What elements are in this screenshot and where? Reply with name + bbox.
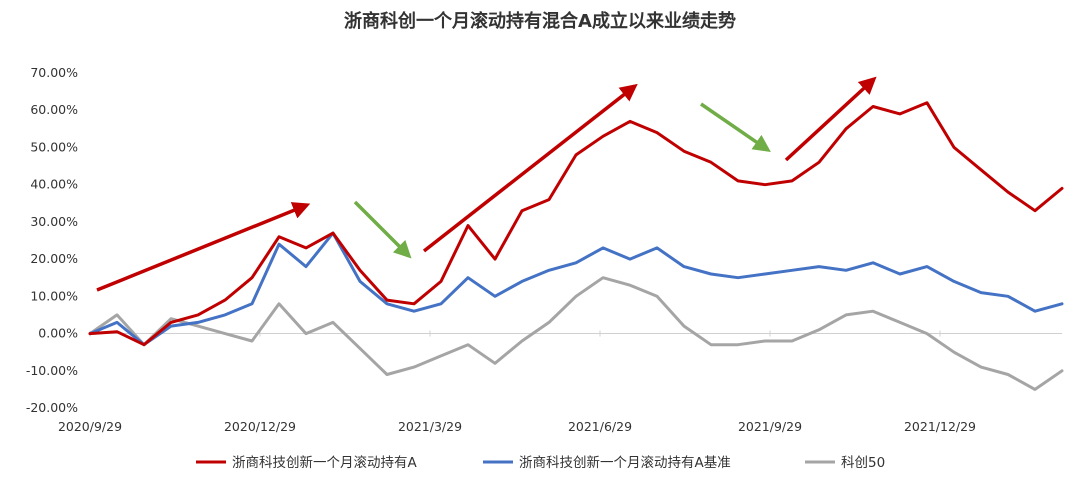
fund-a-line [88, 101, 1064, 347]
y-tick-label: -20.00% [26, 400, 78, 415]
down-trend-arrow-2 [700, 102, 771, 152]
y-tick-label: 70.00% [30, 65, 78, 80]
y-tick-label: 60.00% [30, 102, 78, 117]
legend-label: 科创50 [841, 455, 885, 471]
x-tick-label: 2020/9/29 [58, 419, 122, 434]
x-axis: 2020/9/29 2020/12/29 2021/3/29 2021/6/29 202… [58, 330, 976, 434]
x-tick-label: 2021/6/29 [568, 419, 632, 434]
y-axis: -20.00% -10.00% 0.00% 10.00% 20.00% 30.00% 40.… [26, 65, 78, 415]
x-tick-label: 2021/12/29 [904, 419, 976, 434]
x-tick-label: 2021/9/29 [738, 419, 802, 434]
legend-label: 浙商科技创新一个月滚动持有A [232, 454, 417, 471]
chart-title: 浙商科创一个月滚动持有混合A成立以来业绩走势 [344, 10, 736, 32]
y-tick-label: -10.00% [26, 363, 78, 378]
down-trend-arrow-1 [353, 200, 412, 259]
y-tick-label: 20.00% [30, 251, 78, 266]
y-tick-label: 0.00% [38, 326, 78, 341]
y-tick-label: 10.00% [30, 288, 78, 303]
y-tick-label: 30.00% [30, 214, 78, 229]
trend-arrows [96, 76, 877, 292]
legend: 浙商科技创新一个月滚动持有A 浙商科技创新一个月滚动持有A基准 科创50 [196, 454, 885, 471]
star50-line [88, 276, 1064, 391]
y-tick-label: 40.00% [30, 177, 78, 192]
x-tick-label: 2021/3/29 [398, 419, 462, 434]
benchmark-line [88, 231, 1064, 347]
up-trend-arrow-3 [784, 76, 877, 162]
legend-label: 浙商科技创新一个月滚动持有A基准 [519, 454, 731, 471]
x-tick-label: 2020/12/29 [224, 419, 296, 434]
up-trend-arrow-2 [422, 83, 638, 253]
up-trend-arrow-1 [96, 202, 311, 292]
series-layer [88, 101, 1064, 391]
y-tick-label: 50.00% [30, 139, 78, 154]
